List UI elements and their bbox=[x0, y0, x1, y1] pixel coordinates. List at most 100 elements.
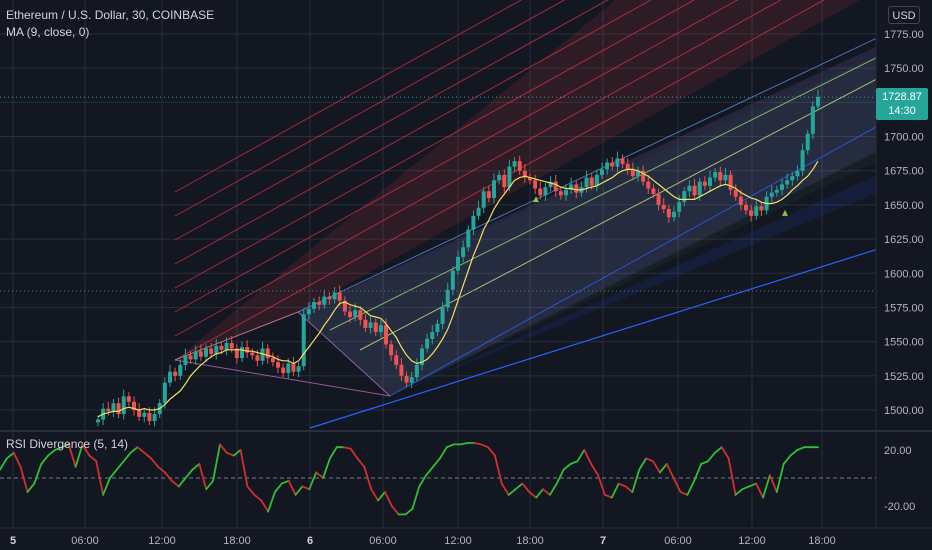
ma-legend: MA (9, close, 0) bbox=[6, 25, 90, 39]
rsi-segment bbox=[555, 468, 565, 485]
candle bbox=[528, 177, 532, 181]
rsi-segment bbox=[33, 463, 43, 485]
candle bbox=[327, 296, 332, 300]
candle bbox=[286, 363, 291, 374]
rsi-segment bbox=[342, 446, 352, 450]
rsi-segment bbox=[246, 485, 256, 496]
price-tick-label: 1650.00 bbox=[884, 200, 924, 212]
candle bbox=[137, 410, 142, 417]
candle bbox=[389, 344, 394, 356]
rsi-segment bbox=[487, 446, 496, 457]
rsi-segment bbox=[686, 479, 696, 496]
candle bbox=[733, 189, 738, 197]
time-tick-label: 6 bbox=[307, 535, 313, 547]
rsi-segment bbox=[19, 465, 29, 493]
currency-button[interactable]: USD bbox=[888, 6, 920, 24]
time-tick-label: 06:00 bbox=[71, 535, 99, 547]
rsi-segment bbox=[267, 491, 276, 513]
rsi-segment bbox=[658, 463, 668, 474]
price-tick-label: 1625.00 bbox=[884, 234, 924, 246]
candle bbox=[306, 308, 311, 315]
rsi-segment bbox=[789, 449, 799, 457]
rsi-segment bbox=[713, 446, 723, 454]
rsi-segment bbox=[274, 482, 283, 493]
candle bbox=[569, 184, 574, 190]
candle bbox=[121, 396, 126, 415]
fib-channel-line bbox=[359, 49, 932, 351]
candle bbox=[471, 215, 476, 230]
candle bbox=[666, 209, 671, 218]
rsi-segment bbox=[390, 505, 400, 516]
candle bbox=[522, 170, 527, 178]
rsi-segment bbox=[88, 454, 98, 463]
candle bbox=[630, 169, 635, 177]
candle bbox=[589, 177, 594, 186]
rsi-segment bbox=[12, 451, 22, 468]
rsi-segment bbox=[225, 451, 235, 457]
candle bbox=[605, 162, 610, 170]
signal-marker bbox=[533, 196, 539, 203]
candle bbox=[183, 355, 188, 365]
time-tick-label: 18:00 bbox=[516, 535, 544, 547]
candle bbox=[373, 322, 378, 333]
candle bbox=[610, 162, 615, 167]
rsi-segment bbox=[122, 451, 132, 463]
rsi-segment bbox=[150, 457, 160, 468]
candle bbox=[409, 377, 414, 383]
rsi-segment bbox=[143, 451, 153, 460]
candle bbox=[322, 296, 327, 305]
candle bbox=[481, 191, 486, 208]
fib-outer-blue-line bbox=[309, 231, 932, 429]
rsi-segment bbox=[60, 443, 70, 449]
time-tick-label: 12:00 bbox=[148, 535, 176, 547]
last-price-value: 1728.87 bbox=[882, 91, 922, 103]
time-tick-label: 18:00 bbox=[808, 535, 836, 547]
rsi-segment bbox=[301, 485, 311, 491]
candle bbox=[672, 211, 676, 218]
rsi-segment bbox=[67, 443, 77, 468]
candle bbox=[414, 364, 419, 378]
candle bbox=[425, 338, 430, 349]
candle bbox=[548, 181, 553, 188]
rsi-segment bbox=[384, 491, 393, 507]
candle bbox=[384, 325, 388, 345]
rsi-segment bbox=[370, 488, 379, 502]
rsi-segment bbox=[569, 460, 579, 465]
rsi-segment bbox=[459, 442, 469, 446]
candle bbox=[702, 181, 707, 186]
rsi-segment bbox=[562, 463, 572, 471]
rsi-segment bbox=[157, 465, 166, 474]
rsi-segment bbox=[212, 443, 221, 482]
rsi-segment bbox=[349, 447, 359, 460]
rsi-segment bbox=[40, 454, 50, 465]
candle bbox=[553, 181, 558, 192]
rsi-segment bbox=[542, 488, 551, 496]
candle bbox=[636, 170, 640, 177]
rsi-segment bbox=[81, 443, 91, 457]
rsi-segment bbox=[253, 493, 263, 502]
rsi-segment bbox=[720, 446, 730, 460]
rsi-segment bbox=[528, 491, 538, 499]
rsi-segment bbox=[308, 471, 318, 491]
candle bbox=[615, 158, 620, 167]
candle bbox=[378, 325, 383, 333]
rsi-segment bbox=[590, 463, 599, 477]
fib-upper-zone bbox=[175, 0, 860, 360]
fib-red-line bbox=[174, 0, 652, 265]
rsi-segment bbox=[164, 471, 173, 482]
rsi-segment bbox=[597, 474, 606, 496]
rsi-segment bbox=[26, 482, 36, 493]
candle bbox=[486, 191, 491, 199]
rsi-legend: RSI Divergence (5, 14) bbox=[6, 437, 129, 451]
rsi-segment bbox=[205, 479, 214, 491]
rsi-segment bbox=[411, 485, 421, 510]
candle bbox=[656, 193, 661, 205]
candle bbox=[728, 174, 733, 190]
candle bbox=[558, 191, 563, 196]
candle bbox=[296, 366, 301, 372]
rsi-segment bbox=[700, 460, 709, 465]
bar-countdown: 14:30 bbox=[888, 105, 916, 117]
candle bbox=[368, 322, 373, 328]
candle bbox=[404, 375, 409, 383]
candle bbox=[574, 184, 579, 193]
